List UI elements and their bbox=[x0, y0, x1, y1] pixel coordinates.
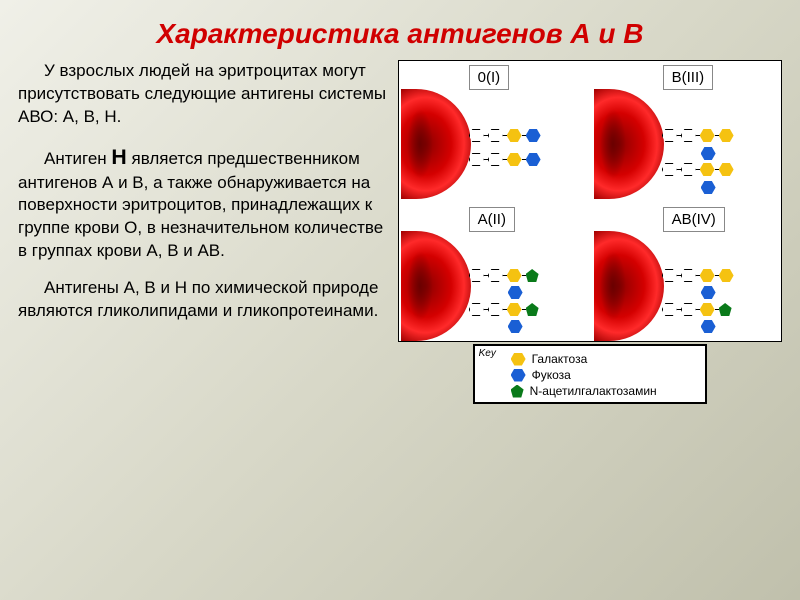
h-chain bbox=[469, 129, 541, 142]
blood-types-box: 0(I) B(III) bbox=[398, 60, 782, 342]
fucose-icon bbox=[511, 369, 526, 382]
paragraph-3: Антигены А, В и Н по химической природе … bbox=[18, 277, 388, 323]
legend-galnac-label: N-ацетилгалактозамин bbox=[530, 384, 657, 398]
label-type-o: 0(I) bbox=[469, 65, 510, 90]
rbc-icon bbox=[401, 231, 471, 341]
label-type-b: B(III) bbox=[663, 65, 714, 90]
paragraph-1: У взрослых людей на эритроцитах могут пр… bbox=[18, 60, 388, 129]
ab-fucose-2 bbox=[701, 320, 716, 333]
b-chain-2 bbox=[662, 163, 734, 176]
galactose-icon bbox=[511, 353, 526, 366]
label-type-ab: AB(IV) bbox=[663, 207, 725, 232]
p2-pre: Антиген bbox=[44, 149, 111, 168]
b-fucose-2 bbox=[701, 181, 716, 194]
h-chain-2 bbox=[469, 153, 541, 166]
page-title: Характеристика антигенов А и В bbox=[0, 0, 800, 60]
a-fucose bbox=[508, 286, 523, 299]
legend-fucose-label: Фукоза bbox=[532, 368, 571, 382]
a-chain-2 bbox=[469, 303, 539, 316]
ab-fucose bbox=[701, 286, 716, 299]
antigen-h-letter: Н bbox=[111, 145, 126, 169]
legend-galnac: N-ацетилгалактозамин bbox=[509, 384, 701, 398]
paragraph-2: Антиген Н является предшественником анти… bbox=[18, 143, 388, 263]
legend-galactose-label: Галактоза bbox=[532, 352, 588, 366]
legend-galactose: Галактоза bbox=[509, 352, 701, 366]
rbc-icon bbox=[594, 89, 664, 199]
b-fucose bbox=[701, 147, 716, 160]
text-column: У взрослых людей на эритроцитах могут пр… bbox=[18, 60, 398, 342]
rbc-icon bbox=[594, 231, 664, 341]
galnac-icon bbox=[511, 385, 524, 398]
ab-chain-a bbox=[662, 303, 732, 316]
legend-key-label: Key bbox=[479, 348, 496, 359]
a-chain bbox=[469, 269, 539, 282]
legend-fucose: Фукоза bbox=[509, 368, 701, 382]
a-fucose-2 bbox=[508, 320, 523, 333]
content-area: У взрослых людей на эритроцитах могут пр… bbox=[0, 60, 800, 342]
legend-box: Key Галактоза Фукоза N-ацетилгалактозами… bbox=[473, 344, 707, 404]
label-type-a: A(II) bbox=[469, 207, 515, 232]
ab-chain-b bbox=[662, 269, 734, 282]
rbc-icon bbox=[401, 89, 471, 199]
diagram-column: 0(I) B(III) bbox=[398, 60, 782, 342]
b-chain bbox=[662, 129, 734, 142]
